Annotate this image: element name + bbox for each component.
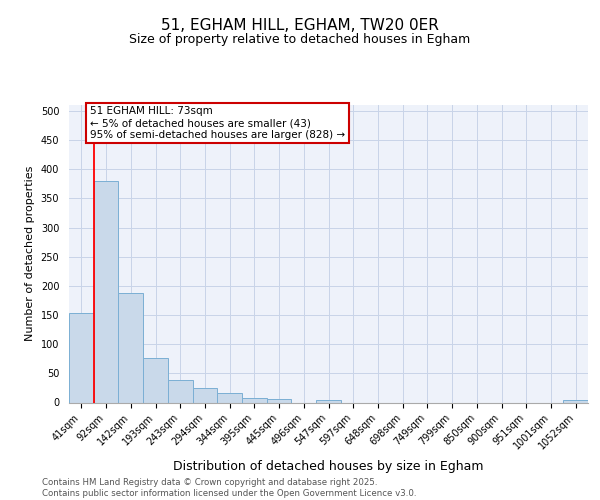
Bar [168,380,193,402]
Bar [143,358,168,403]
Bar [94,181,118,402]
Text: 51, EGHAM HILL, EGHAM, TW20 0ER: 51, EGHAM HILL, EGHAM, TW20 0ER [161,18,439,32]
Y-axis label: Number of detached properties: Number of detached properties [25,166,35,342]
Text: Size of property relative to detached houses in Egham: Size of property relative to detached ho… [130,32,470,46]
X-axis label: Distribution of detached houses by size in Egham: Distribution of detached houses by size … [173,460,484,473]
Bar [316,400,341,402]
Text: Contains HM Land Registry data © Crown copyright and database right 2025.
Contai: Contains HM Land Registry data © Crown c… [42,478,416,498]
Bar [242,398,267,402]
Bar [193,388,217,402]
Bar [69,313,94,402]
Bar [563,400,588,402]
Bar [217,392,242,402]
Bar [118,293,143,403]
Bar [267,399,292,402]
Text: 51 EGHAM HILL: 73sqm
← 5% of detached houses are smaller (43)
95% of semi-detach: 51 EGHAM HILL: 73sqm ← 5% of detached ho… [90,106,345,140]
